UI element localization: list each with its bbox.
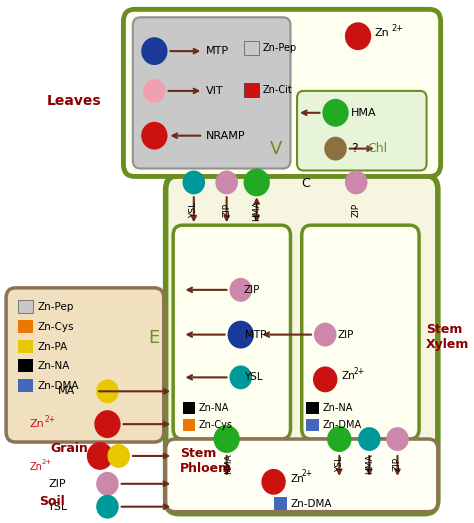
Text: 2+: 2+ — [302, 469, 313, 479]
Bar — [18, 320, 33, 333]
Text: Soil: Soil — [39, 495, 64, 508]
Text: Zn-NA: Zn-NA — [37, 361, 69, 371]
Circle shape — [96, 379, 118, 403]
Circle shape — [358, 427, 381, 451]
Text: Zn-Pep: Zn-Pep — [37, 302, 73, 312]
Circle shape — [213, 425, 240, 453]
Text: Zn-DMA: Zn-DMA — [37, 381, 79, 391]
Text: ZIP: ZIP — [337, 329, 354, 339]
FancyBboxPatch shape — [6, 288, 164, 442]
Text: Zn: Zn — [29, 462, 42, 472]
Text: V: V — [270, 140, 282, 157]
FancyBboxPatch shape — [297, 91, 427, 170]
Circle shape — [244, 168, 270, 196]
Text: Zn-NA: Zn-NA — [199, 403, 229, 413]
FancyBboxPatch shape — [165, 439, 438, 511]
Circle shape — [327, 426, 352, 452]
Circle shape — [141, 37, 167, 65]
Text: Zn: Zn — [291, 474, 304, 484]
Text: Zn-Cys: Zn-Cys — [199, 420, 232, 430]
Text: YSL: YSL — [189, 202, 198, 218]
Text: Zn-Cys: Zn-Cys — [37, 322, 73, 332]
Text: Zn: Zn — [29, 419, 44, 429]
Circle shape — [324, 137, 347, 161]
Circle shape — [141, 122, 167, 150]
Circle shape — [345, 22, 371, 50]
Circle shape — [87, 442, 113, 470]
Bar — [273, 497, 287, 510]
Text: HMA: HMA — [252, 200, 261, 221]
Text: Xylem: Xylem — [426, 338, 469, 351]
Bar — [306, 402, 319, 414]
FancyBboxPatch shape — [133, 17, 291, 168]
Text: YSL: YSL — [48, 502, 68, 511]
Text: Zn-NA: Zn-NA — [322, 403, 353, 413]
Circle shape — [261, 469, 286, 495]
Text: HMA: HMA — [224, 453, 233, 474]
Text: Leaves: Leaves — [46, 94, 101, 108]
Text: Zn: Zn — [341, 371, 355, 381]
Text: C: C — [302, 177, 310, 190]
Text: YSL: YSL — [335, 456, 344, 472]
Circle shape — [215, 170, 238, 195]
Circle shape — [94, 410, 120, 438]
Text: VIT: VIT — [206, 86, 224, 96]
Bar — [18, 339, 33, 353]
Text: MTP: MTP — [246, 329, 267, 339]
Text: ZIP: ZIP — [244, 285, 260, 295]
Circle shape — [182, 170, 205, 195]
Circle shape — [345, 170, 367, 195]
Text: 2+: 2+ — [45, 415, 55, 424]
Text: Zn-PA: Zn-PA — [37, 342, 67, 351]
Text: Phloem: Phloem — [180, 462, 232, 475]
Text: Grain: Grain — [50, 442, 88, 456]
Text: ZIP: ZIP — [222, 203, 231, 218]
FancyBboxPatch shape — [123, 9, 441, 176]
Text: MTP: MTP — [206, 46, 229, 56]
Text: Zn-Cit: Zn-Cit — [262, 85, 292, 95]
Text: Stem: Stem — [180, 448, 216, 460]
FancyBboxPatch shape — [173, 225, 291, 439]
Text: 2+: 2+ — [353, 367, 365, 376]
Bar — [244, 41, 258, 55]
Circle shape — [229, 366, 252, 389]
Text: Zn-DMA: Zn-DMA — [291, 499, 332, 509]
Circle shape — [143, 79, 165, 103]
Text: Zn-Pep: Zn-Pep — [262, 43, 297, 53]
Text: Zn: Zn — [375, 28, 390, 38]
Bar — [244, 83, 258, 97]
Text: ZIP: ZIP — [48, 479, 66, 489]
Bar — [18, 379, 33, 392]
Text: E: E — [149, 328, 160, 347]
Circle shape — [108, 444, 130, 468]
Circle shape — [96, 472, 118, 496]
Circle shape — [322, 99, 349, 127]
Bar — [182, 419, 195, 431]
FancyBboxPatch shape — [302, 225, 419, 439]
Text: ZIP: ZIP — [393, 457, 402, 471]
Text: MA: MA — [58, 386, 75, 396]
Circle shape — [313, 367, 337, 392]
Text: 2+: 2+ — [391, 24, 403, 33]
Text: Chl: Chl — [367, 142, 388, 155]
Text: Zn-DMA: Zn-DMA — [322, 420, 362, 430]
Text: ZIP: ZIP — [352, 203, 361, 218]
Text: ?: ? — [352, 142, 358, 155]
Text: 2+: 2+ — [42, 459, 52, 465]
Bar — [182, 402, 195, 414]
Bar — [306, 419, 319, 431]
Text: Stem: Stem — [426, 323, 462, 336]
Circle shape — [228, 321, 254, 348]
Circle shape — [386, 427, 409, 451]
Text: HMA: HMA — [365, 453, 374, 474]
Circle shape — [229, 278, 252, 302]
Circle shape — [314, 323, 337, 347]
FancyBboxPatch shape — [165, 175, 438, 514]
Bar — [18, 300, 33, 313]
Text: NRAMP: NRAMP — [206, 131, 246, 141]
Text: HMA: HMA — [351, 108, 376, 118]
Bar — [18, 359, 33, 372]
Circle shape — [96, 495, 118, 519]
Text: YSL: YSL — [244, 372, 262, 382]
